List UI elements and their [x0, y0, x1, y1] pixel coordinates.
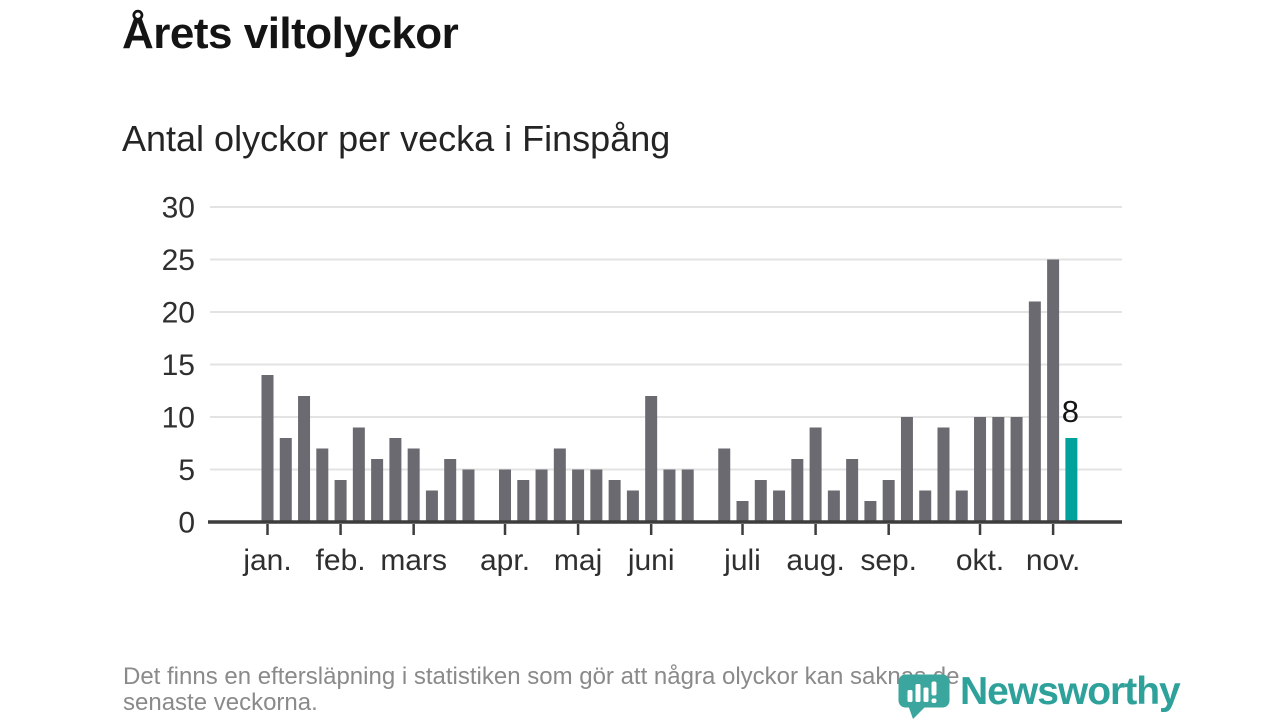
highlight-bar-week-45: [1065, 438, 1078, 522]
y-axis-tick-label: 25: [162, 244, 195, 277]
bar-week-43: [1028, 301, 1041, 522]
x-axis-month-label: maj: [554, 544, 602, 577]
bar-week-29: [773, 490, 786, 522]
x-axis-month-label: sep.: [860, 544, 917, 577]
y-axis-tick-label: 5: [178, 454, 195, 487]
page-title: Årets viltolyckor: [122, 9, 459, 58]
bar-week-33: [846, 459, 859, 522]
bar-week-8: [389, 438, 402, 522]
bar-week-26: [718, 448, 731, 522]
bar-week-4: [316, 448, 329, 522]
bar-week-23: [663, 469, 676, 522]
footnote: Det finns en eftersläpning i statistiken…: [123, 664, 959, 716]
x-axis-month-label: juni: [627, 544, 675, 577]
bar-week-11: [444, 459, 457, 522]
bar-week-37: [919, 490, 932, 522]
bar-week-17: [553, 448, 566, 522]
weekly-accidents-bar-chart: 0 5 10 15 20 25 30 jan. feb. mars apr. maj juni juli a…: [162, 192, 1122, 577]
bar-week-5: [334, 480, 347, 522]
x-axis-month-label: aug.: [786, 544, 844, 577]
bar-week-22: [645, 396, 658, 522]
bar-week-38: [937, 427, 950, 522]
bar-week-20: [608, 480, 621, 522]
y-axis-tick-label: 10: [162, 402, 195, 435]
bar-week-41: [992, 417, 1005, 522]
y-axis-tick-label: 0: [178, 507, 195, 540]
bar-week-42: [1010, 417, 1023, 522]
chart-subtitle: Antal olyckor per vecka i Finspång: [122, 118, 671, 159]
bar-week-10: [425, 490, 438, 522]
bar-week-18: [572, 469, 585, 522]
bar-week-6: [352, 427, 365, 522]
bar-week-40: [974, 417, 987, 522]
footnote-line-2: senaste veckorna.: [123, 689, 318, 716]
bar-week-35: [882, 480, 895, 522]
highlight-value-label: 8: [1062, 394, 1079, 429]
y-axis-tick-label: 20: [162, 297, 195, 330]
y-axis-tick-label: 30: [162, 192, 195, 225]
bar-week-44: [1047, 259, 1060, 522]
x-axis-month-label: mars: [380, 544, 447, 577]
x-axis-month-label: apr.: [480, 544, 530, 577]
speech-bubble-bar-chart-icon: [898, 674, 950, 719]
x-axis-month-label: feb.: [316, 544, 366, 577]
bar-week-12: [462, 469, 475, 522]
bar-week-36: [900, 417, 913, 522]
bar-week-24: [681, 469, 694, 522]
bar-week-1: [261, 375, 274, 522]
bar-week-19: [590, 469, 603, 522]
y-axis-tick-label: 15: [162, 349, 195, 382]
bar-week-39: [955, 490, 968, 522]
bar-week-32: [827, 490, 840, 522]
bar-week-15: [517, 480, 530, 522]
bar-week-21: [626, 490, 639, 522]
x-axis-month-label: juli: [723, 544, 761, 577]
newsworthy-wordmark: Newsworthy: [960, 670, 1181, 713]
newsworthy-logo: Newsworthy: [898, 670, 1181, 720]
bar-week-16: [535, 469, 548, 522]
bar-week-31: [809, 427, 822, 522]
bar-week-2: [279, 438, 292, 522]
bar-week-34: [864, 501, 877, 522]
bar-week-28: [754, 480, 767, 522]
footnote-line-1: Det finns en eftersläpning i statistiken…: [123, 663, 960, 690]
bar-week-3: [298, 396, 311, 522]
bar-week-14: [499, 469, 512, 522]
x-axis-month-label: jan.: [242, 544, 291, 577]
bar-week-7: [371, 459, 384, 522]
x-axis-month-label: okt.: [956, 544, 1004, 577]
bar-week-30: [791, 459, 804, 522]
bar-week-9: [407, 448, 420, 522]
bar-week-27: [736, 501, 749, 522]
x-axis-month-label: nov.: [1026, 544, 1080, 577]
